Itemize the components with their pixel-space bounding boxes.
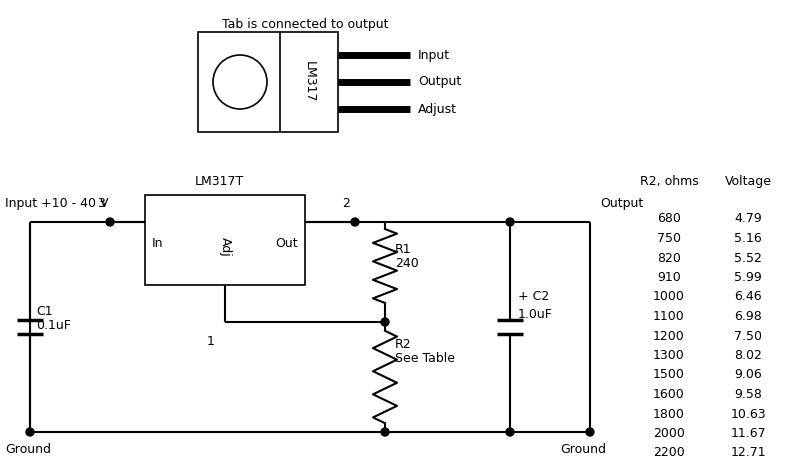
Text: 1000: 1000 — [653, 291, 685, 304]
Text: 1600: 1600 — [653, 388, 685, 401]
Text: LM317T: LM317T — [195, 175, 244, 188]
Text: 240: 240 — [395, 257, 418, 270]
Circle shape — [26, 428, 34, 436]
Text: In: In — [152, 237, 163, 250]
Text: 1100: 1100 — [653, 310, 685, 323]
Text: 750: 750 — [657, 232, 681, 245]
Text: 8.02: 8.02 — [734, 349, 762, 362]
Text: Input +10 - 40 V: Input +10 - 40 V — [5, 197, 109, 210]
Text: 2000: 2000 — [653, 427, 685, 440]
Text: Adj: Adj — [218, 237, 231, 257]
Text: 6.98: 6.98 — [734, 310, 762, 323]
Text: 910: 910 — [657, 271, 681, 284]
Text: 1500: 1500 — [653, 368, 685, 381]
Text: R2, ohms: R2, ohms — [640, 175, 698, 188]
Text: C1: C1 — [36, 305, 53, 318]
Text: 680: 680 — [657, 212, 681, 226]
Text: Input: Input — [418, 49, 450, 61]
Text: See Table: See Table — [395, 352, 455, 365]
Text: Ground: Ground — [560, 443, 606, 456]
Text: Ground: Ground — [5, 443, 51, 456]
Text: 1200: 1200 — [653, 329, 685, 343]
Text: 10.63: 10.63 — [730, 408, 766, 421]
Text: 1800: 1800 — [653, 408, 685, 421]
Circle shape — [351, 218, 359, 226]
Text: 5.99: 5.99 — [734, 271, 762, 284]
Text: 1.0uF: 1.0uF — [518, 308, 553, 321]
Circle shape — [106, 218, 114, 226]
Text: 9.58: 9.58 — [734, 388, 762, 401]
Circle shape — [381, 318, 389, 326]
Circle shape — [381, 428, 389, 436]
Text: 2200: 2200 — [653, 446, 685, 460]
Circle shape — [213, 55, 267, 109]
Text: 1: 1 — [207, 335, 215, 348]
Text: Adjust: Adjust — [418, 102, 457, 116]
Text: Out: Out — [275, 237, 298, 250]
Text: 820: 820 — [657, 251, 681, 264]
Circle shape — [586, 428, 594, 436]
Text: 3: 3 — [97, 197, 105, 210]
Text: Tab is connected to output: Tab is connected to output — [222, 18, 388, 31]
Text: LM317: LM317 — [302, 61, 315, 103]
Text: 7.50: 7.50 — [734, 329, 762, 343]
Bar — [198, 32, 338, 132]
Text: 11.67: 11.67 — [730, 427, 766, 440]
Text: Voltage: Voltage — [725, 175, 771, 188]
Text: 1300: 1300 — [653, 349, 685, 362]
Text: 0.1uF: 0.1uF — [36, 319, 71, 332]
Text: 5.16: 5.16 — [734, 232, 762, 245]
Circle shape — [506, 428, 514, 436]
Text: 4.79: 4.79 — [734, 212, 762, 226]
Text: 9.06: 9.06 — [734, 368, 762, 381]
Text: 12.71: 12.71 — [730, 446, 766, 460]
Text: R2: R2 — [395, 338, 412, 351]
Text: R1: R1 — [395, 243, 412, 256]
Text: 2: 2 — [342, 197, 350, 210]
Text: + C2: + C2 — [518, 290, 550, 303]
Text: 5.52: 5.52 — [734, 251, 762, 264]
Bar — [145, 195, 305, 285]
Text: Output: Output — [600, 197, 643, 210]
Text: Output: Output — [418, 75, 462, 88]
Text: 6.46: 6.46 — [734, 291, 762, 304]
Circle shape — [506, 218, 514, 226]
